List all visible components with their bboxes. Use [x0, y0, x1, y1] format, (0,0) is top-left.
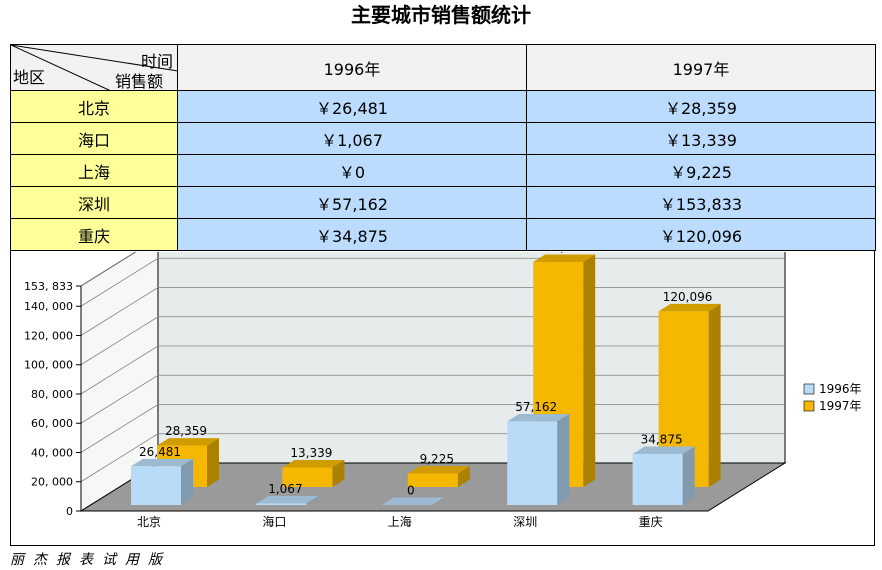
y-axis-tick-label: 60, 000: [31, 417, 73, 430]
y-axis-tick-label: 40, 000: [31, 446, 73, 459]
bar-1997-top: [407, 466, 470, 474]
bar-1997-side: [457, 466, 470, 487]
city-cell: 上海: [10, 154, 178, 187]
city-cell: 海口: [10, 122, 178, 155]
bar-data-label: 153,833: [537, 252, 587, 255]
table-row: 海口 ￥1,067 ￥13,339: [10, 122, 876, 155]
legend-swatch: [803, 400, 815, 412]
value-cell-1997: ￥13,339: [526, 122, 876, 155]
bar-1997-side: [583, 254, 596, 487]
value-cell-1996: ￥0: [177, 154, 527, 187]
y-axis-tick-label: 153, 833: [24, 280, 73, 293]
y-axis-tick-label: 20, 000: [31, 476, 73, 489]
bar-1996: [632, 453, 683, 505]
bar-1997-top: [658, 303, 721, 312]
bar-1997-side: [708, 303, 721, 487]
table-row: 重庆 ￥34,875 ￥120,096: [10, 218, 876, 251]
legend-label: 1996年: [819, 382, 862, 396]
value-cell-1996: ￥26,481: [177, 90, 527, 123]
bar-data-label: 0: [407, 484, 415, 498]
corner-label-region: 地区: [13, 68, 46, 87]
bar-1996-side: [557, 413, 570, 505]
bar-1996-top: [507, 413, 570, 422]
x-axis-category-label: 海口: [262, 514, 286, 529]
corner-diagonal-lines: [11, 45, 178, 91]
y-axis-tick-label: 80, 000: [31, 388, 73, 401]
bar-1996-top: [381, 497, 444, 505]
bar-1997-side: [332, 460, 345, 487]
bar-1996-top: [256, 495, 319, 504]
sales-table: 时间 销售额 地区 1996年 1997年 北京 ￥26,481 ￥28,359…: [10, 44, 876, 251]
legend-label: 1997年: [819, 399, 862, 413]
y-axis-tick-label: 0: [66, 505, 73, 518]
x-axis-category-label: 深圳: [513, 515, 537, 529]
bar-data-label: 9,225: [420, 452, 454, 466]
bar-1996-side: [306, 495, 319, 505]
column-header-1997: 1997年: [526, 44, 876, 91]
bar-1996: [256, 503, 307, 505]
y-axis-tick-label: 120, 000: [24, 329, 73, 342]
bar-data-label: 28,359: [165, 424, 207, 438]
bar-1996: [131, 466, 181, 505]
bar-data-label: 26,481: [139, 445, 181, 459]
column-header-1996: 1996年: [177, 44, 527, 91]
bar-1997: [407, 473, 458, 487]
bar-1996-top: [131, 458, 193, 467]
bar-data-label: 34,875: [641, 433, 683, 447]
table-row: 深圳 ￥57,162 ￥153,833: [10, 186, 876, 219]
value-cell-1997: ￥120,096: [526, 218, 876, 251]
chart-gridline: [80, 252, 137, 287]
bar-1997-top: [157, 438, 219, 446]
bar-1997: [282, 467, 333, 487]
trial-watermark-text: 丽杰报表试用版: [10, 552, 171, 568]
bar-1997-top: [533, 254, 596, 262]
bar-1996-top: [632, 446, 695, 454]
corner-label-sales: 销售额: [114, 72, 163, 91]
bar-1996: [507, 421, 558, 505]
x-axis-category-label: 上海: [388, 514, 412, 529]
y-axis-tick-label: 100, 000: [24, 359, 73, 372]
value-cell-1997: ￥9,225: [526, 154, 876, 187]
bar-1997-top: [282, 460, 345, 468]
report-title: 主要城市销售额统计: [351, 3, 531, 27]
y-axis-tick-label: 140, 000: [24, 300, 73, 313]
sales-bar-chart: 0 20, 000 40, 000 60, 000 80, 000 100, 000 120…: [24, 252, 862, 529]
value-cell-1996: ￥34,875: [177, 218, 527, 251]
bar-data-label: 120,096: [663, 290, 713, 304]
bar-1997-side: [207, 438, 219, 487]
city-cell: 重庆: [10, 218, 178, 251]
legend-swatch: [803, 383, 815, 395]
bar-data-label: 1,067: [268, 482, 302, 496]
value-cell-1997: ￥28,359: [526, 90, 876, 123]
corner-label-time: 时间: [140, 52, 173, 71]
table-row: 上海 ￥0 ￥9,225: [10, 154, 876, 187]
city-cell: 北京: [10, 90, 178, 123]
bar-data-label: 57,162: [515, 400, 557, 414]
bar-data-label: 13,339: [290, 446, 332, 460]
value-cell-1996: ￥57,162: [177, 186, 527, 219]
value-cell-1996: ￥1,067: [177, 122, 527, 155]
bar-1996-side: [682, 446, 695, 505]
city-cell: 深圳: [10, 186, 178, 219]
corner-header-cell: 时间 销售额 地区: [10, 44, 178, 91]
x-axis-category-label: 重庆: [639, 515, 663, 529]
table-row: 北京 ￥26,481 ￥28,359: [10, 90, 876, 123]
bar-1996-side: [181, 458, 193, 505]
x-axis-category-label: 北京: [137, 515, 161, 529]
table-header-row: 时间 销售额 地区 1996年 1997年: [10, 44, 876, 91]
value-cell-1997: ￥153,833: [526, 186, 876, 219]
